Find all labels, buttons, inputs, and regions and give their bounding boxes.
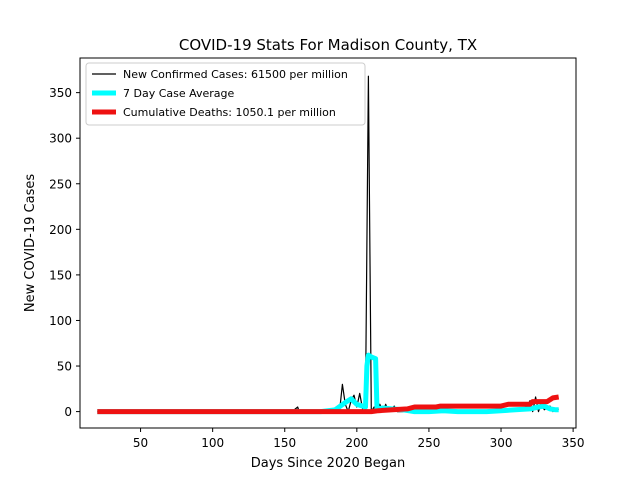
x-tick-label: 350 bbox=[562, 436, 585, 450]
x-tick-label: 150 bbox=[273, 436, 296, 450]
x-tick-label: 100 bbox=[201, 436, 224, 450]
x-tick-label: 250 bbox=[417, 436, 440, 450]
y-tick-label: 0 bbox=[64, 405, 72, 419]
y-tick-label: 50 bbox=[57, 360, 72, 374]
x-axis-label: Days Since 2020 Began bbox=[251, 456, 406, 471]
legend-box bbox=[85, 62, 366, 126]
y-tick-label: 150 bbox=[49, 268, 72, 282]
x-tick-label: 300 bbox=[490, 436, 513, 450]
y-tick-label: 250 bbox=[49, 177, 72, 191]
y-tick-label: 200 bbox=[49, 223, 72, 237]
plot-area bbox=[97, 75, 560, 415]
y-tick-label: 100 bbox=[49, 314, 72, 328]
y-axis: 0 50 100 150 200 250 300 350 bbox=[49, 86, 80, 419]
series-line-3 bbox=[97, 394, 560, 415]
x-axis: 50 100 150 200 250 300 350 bbox=[133, 428, 585, 450]
y-tick-label: 350 bbox=[49, 86, 72, 100]
x-tick-label: 200 bbox=[345, 436, 368, 450]
y-axis-label: New COVID-19 Cases bbox=[23, 174, 38, 312]
legend-label-3: Cumulative Deaths: 1050.1 per million bbox=[123, 106, 336, 119]
legend-label-2: 7 Day Case Average bbox=[123, 87, 235, 100]
plot-frame bbox=[79, 57, 577, 429]
chart-title: COVID-19 Stats For Madison County, TX bbox=[179, 36, 477, 54]
x-tick-label: 50 bbox=[133, 436, 148, 450]
y-tick-label: 300 bbox=[49, 132, 72, 146]
legend: New Confirmed Cases: 61500 per million 7 … bbox=[85, 62, 366, 126]
legend-label-1: New Confirmed Cases: 61500 per million bbox=[123, 68, 348, 81]
